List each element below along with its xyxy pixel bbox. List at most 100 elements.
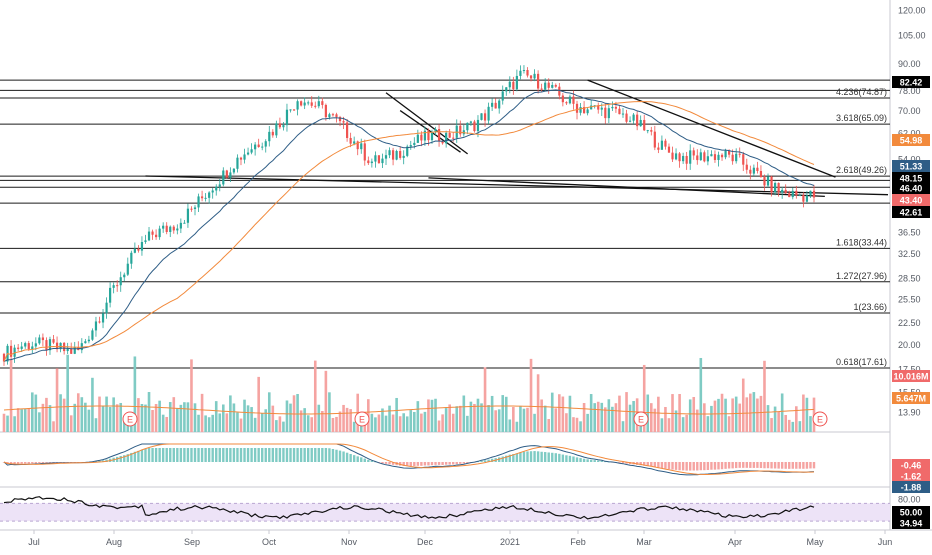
volume-bar — [494, 410, 497, 432]
volume-bar — [296, 393, 299, 432]
candle-body — [239, 157, 243, 160]
macd-histogram-bar — [568, 455, 572, 462]
volume-bar — [543, 405, 547, 432]
volume-bar — [176, 408, 179, 432]
volume-marker-bg — [892, 392, 930, 404]
rsi-marker-text: 50.00 — [900, 508, 923, 518]
price-axis[interactable]: 120.00 105.00 90.00 78.00 70.00 62.00 54.00 48.… — [898, 6, 926, 505]
macd-histogram-bar — [487, 459, 490, 462]
macd-histogram-bar — [501, 456, 504, 462]
macd-histogram-bar — [41, 462, 45, 463]
macd-histogram-bar — [519, 452, 522, 462]
candles[interactable] — [2, 65, 816, 366]
price-tick-label: 28.50 — [898, 274, 921, 284]
macd-histogram-bar — [98, 460, 101, 462]
candle-body — [193, 207, 197, 209]
volume-bar — [773, 406, 777, 432]
macd-histogram-bar — [204, 448, 207, 462]
volume-bar — [48, 405, 52, 432]
volume-bar — [299, 410, 303, 432]
candle-body — [505, 87, 508, 92]
volume-bar — [239, 418, 243, 432]
earnings-circle — [812, 411, 828, 427]
macd-histogram-bar — [667, 462, 671, 470]
macd-histogram-bar — [335, 449, 338, 462]
price-marker-text: 43.40 — [900, 196, 923, 206]
macd-histogram-bar — [126, 454, 129, 462]
volume-bar — [55, 368, 59, 432]
candle-body — [314, 105, 317, 107]
volume-bar — [427, 399, 430, 432]
volume-bar — [536, 374, 540, 432]
price-tick-label: 54.00 — [898, 154, 921, 164]
candle-body — [473, 121, 476, 132]
volume-bar — [522, 408, 526, 432]
price-tick-label: 20.00 — [898, 340, 921, 350]
macd-histogram-bar — [589, 459, 593, 462]
macd-histogram-bar — [246, 448, 250, 462]
macd-histogram-bar — [161, 448, 165, 462]
volume-bar — [529, 358, 533, 432]
candle-body — [176, 228, 179, 231]
macd-histogram-bar — [151, 448, 154, 462]
candle-body — [713, 154, 717, 160]
macd-histogram-bar — [268, 448, 271, 462]
macd-histogram-bar — [342, 451, 345, 462]
candle-body — [483, 113, 487, 121]
macd-histogram-bar — [664, 462, 667, 469]
macd-histogram-bar — [215, 448, 218, 462]
candle-body — [657, 147, 660, 150]
macd-histogram-bar — [734, 462, 738, 469]
fib-level-label: 1(23.66) — [853, 302, 887, 312]
candle-body — [540, 88, 543, 90]
macd-histogram-bar — [681, 462, 685, 471]
macd-histogram-bar — [490, 458, 494, 462]
volume-bar — [600, 402, 604, 432]
time-axis[interactable]: Jul Aug Sep Oct Nov Dec 2021 Feb Mar Apr May Jun — [28, 530, 892, 547]
macd-histogram-bar — [731, 462, 734, 469]
candle-body — [402, 155, 405, 158]
price-tick-label: 32.50 — [898, 249, 921, 259]
candle-body — [38, 337, 41, 344]
candle-body — [526, 70, 529, 76]
candle-body — [31, 346, 34, 350]
volume-bar — [667, 418, 671, 432]
macd-histogram-bar — [130, 452, 133, 462]
macd-histogram-bar — [742, 462, 745, 468]
volume-bar — [795, 406, 798, 432]
candle-body — [674, 153, 678, 160]
candle-body — [501, 91, 504, 101]
volume-bar — [98, 396, 101, 432]
candle-body — [399, 150, 402, 158]
candle-body — [717, 154, 720, 160]
candle-body — [692, 150, 695, 156]
macd-histogram-bar — [703, 462, 706, 471]
macd-histogram-bar — [462, 462, 466, 464]
candle-body — [261, 146, 264, 148]
candle-body — [798, 195, 801, 197]
volume-bar — [504, 396, 508, 432]
macd-histogram-bar — [179, 448, 183, 462]
volume-bar — [87, 409, 91, 432]
macd-line — [3, 443, 815, 476]
candle-body — [324, 104, 327, 118]
earnings-label: E — [638, 415, 644, 425]
price-marker-bg — [892, 194, 930, 206]
time-tick-label: Oct — [262, 537, 277, 547]
candle-body — [784, 189, 787, 194]
macd-histogram-bar — [586, 459, 589, 462]
candle-body — [667, 146, 671, 153]
volume-bar — [179, 404, 183, 432]
macd-histogram-bar — [324, 448, 328, 462]
macd-histogram-bar — [427, 462, 430, 466]
macd-histogram-bar — [795, 462, 798, 469]
candle-body — [632, 114, 635, 121]
price-tick-label: 105.00 — [898, 30, 926, 40]
macd-histogram-bar — [480, 460, 483, 462]
volume-bar — [370, 413, 374, 432]
candle-body — [466, 122, 469, 131]
macd-histogram-bar — [551, 452, 554, 462]
